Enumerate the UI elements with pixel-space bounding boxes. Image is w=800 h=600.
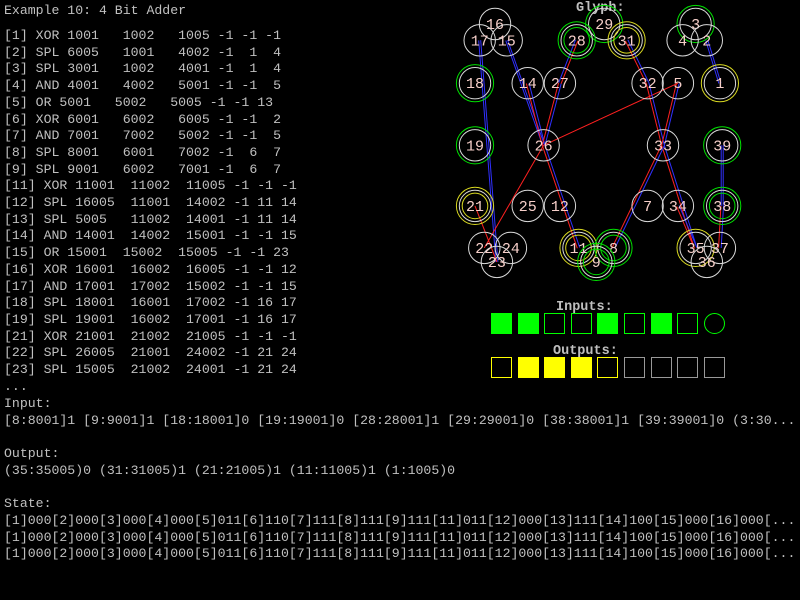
svg-text:18: 18 xyxy=(466,76,484,93)
svg-text:26: 26 xyxy=(535,138,553,155)
svg-text:36: 36 xyxy=(698,255,716,272)
svg-text:21: 21 xyxy=(466,199,484,216)
svg-text:34: 34 xyxy=(669,199,687,216)
svg-text:33: 33 xyxy=(654,138,672,155)
svg-text:39: 39 xyxy=(713,138,731,155)
svg-text:23: 23 xyxy=(488,255,506,272)
svg-text:27: 27 xyxy=(551,76,569,93)
svg-text:7: 7 xyxy=(643,199,652,216)
svg-text:14: 14 xyxy=(519,76,537,93)
svg-text:17: 17 xyxy=(471,33,489,50)
svg-text:9: 9 xyxy=(592,255,601,272)
svg-text:5: 5 xyxy=(673,76,682,93)
svg-text:4: 4 xyxy=(678,33,687,50)
svg-text:15: 15 xyxy=(498,33,516,50)
svg-text:31: 31 xyxy=(618,33,636,50)
svg-text:25: 25 xyxy=(519,199,537,216)
svg-text:12: 12 xyxy=(551,199,569,216)
svg-text:1: 1 xyxy=(715,76,724,93)
svg-text:19: 19 xyxy=(466,138,484,155)
svg-text:38: 38 xyxy=(713,199,731,216)
svg-text:2: 2 xyxy=(702,33,711,50)
svg-text:32: 32 xyxy=(639,76,657,93)
svg-text:28: 28 xyxy=(568,33,586,50)
